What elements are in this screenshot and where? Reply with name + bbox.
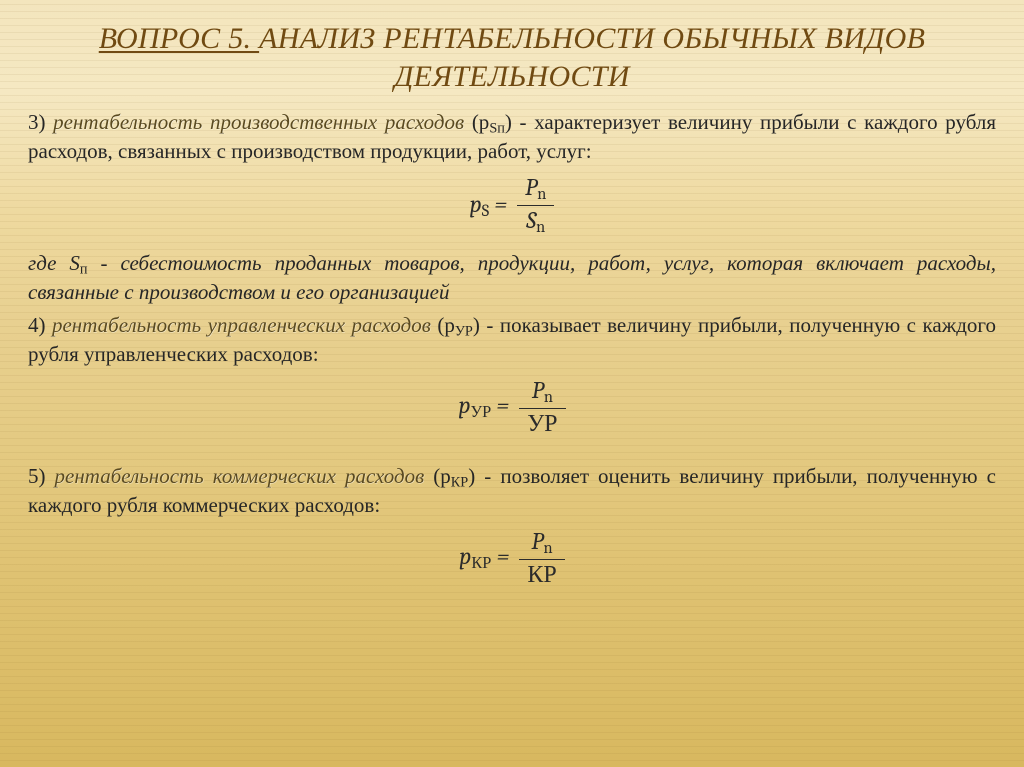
f5-den-v: КР (527, 560, 556, 588)
item-4-symopen: (р (431, 313, 455, 337)
item-5-num: 5) (28, 464, 55, 488)
formula-4-lhs: pУР = (458, 391, 509, 422)
formula-5-lhs: pКР = (459, 542, 509, 573)
slide-container: ВОПРОС 5. АНАЛИЗ РЕНТАБЕЛЬНОСТИ ОБЫЧНЫХ … (0, 0, 1024, 767)
formula-5: pКР = Pn КР (28, 529, 996, 586)
item-5-text: 5) рентабельность коммерческих расходов … (28, 463, 996, 519)
f3-num: Pn (517, 175, 554, 206)
f5-lhs-v: p (459, 542, 471, 570)
f3-num-sub: n (537, 185, 546, 204)
item-3-symopen: (р (464, 110, 489, 134)
formula-5-frac: Pn КР (519, 529, 564, 586)
item-3-text: 3) рентабельность производственных расхо… (28, 109, 996, 165)
item-5-term: рентабельность коммерческих расходов (55, 464, 425, 488)
item-3-symsub: Sп (489, 121, 505, 137)
spacer (28, 449, 996, 463)
f5-num-v: P (531, 527, 543, 555)
item-5-symopen: (р (424, 464, 451, 488)
item-4-symsub: УР (455, 324, 473, 340)
item-4-num: 4) (28, 313, 52, 337)
f4-lhs-sub: УР (471, 403, 492, 422)
slide-title: ВОПРОС 5. АНАЛИЗ РЕНТАБЕЛЬНОСТИ ОБЫЧНЫХ … (28, 20, 996, 95)
item-3-note: где Sп - себестоимость проданных товаров… (28, 250, 996, 306)
f4-num: Pn (519, 378, 565, 409)
title-rest: АНАЛИЗ РЕНТАБЕЛЬНОСТИ ОБЫЧНЫХ ВИДОВ ДЕЯТ… (259, 22, 925, 93)
item-5-symsub: КР (451, 475, 468, 491)
f3-den-sub: n (536, 218, 545, 237)
formula-3-lhs: pS = (470, 190, 507, 221)
note3-rest: - себестоимость проданных товаров, проду… (28, 251, 996, 304)
f5-num: Pn (519, 529, 564, 560)
note3-sub: п (80, 262, 88, 278)
f3-den-v: S (526, 206, 536, 234)
f4-num-sub: n (544, 388, 553, 407)
f4-den-v: УР (527, 409, 557, 437)
f4-lhs-v: p (458, 391, 470, 419)
f5-den: КР (519, 560, 564, 586)
f4-den: УР (519, 409, 565, 435)
item-4-text: 4) рентабельность управленческих расходо… (28, 312, 996, 368)
f5-num-sub: n (544, 539, 553, 558)
note3-prefix: где S (28, 251, 80, 275)
title-prefix: ВОПРОС 5. (99, 22, 259, 55)
formula-3: pS = Pn Sn (28, 175, 996, 237)
f3-lhs-sub: S (482, 202, 489, 221)
formula-4-frac: Pn УР (519, 378, 565, 435)
item-3-term: рентабельность производственных расходов (53, 110, 464, 134)
item-4-term: рентабельность управленческих расходов (52, 313, 431, 337)
formula-3-frac: Pn Sn (517, 175, 554, 237)
formula-4: pУР = Pn УР (28, 378, 996, 435)
item-3-num: 3) (28, 110, 53, 134)
f5-lhs-sub: КР (471, 554, 491, 573)
f4-num-v: P (532, 376, 544, 404)
f3-lhs-v: p (470, 190, 482, 218)
f3-num-v: P (525, 173, 537, 201)
f3-den: Sn (517, 206, 554, 236)
